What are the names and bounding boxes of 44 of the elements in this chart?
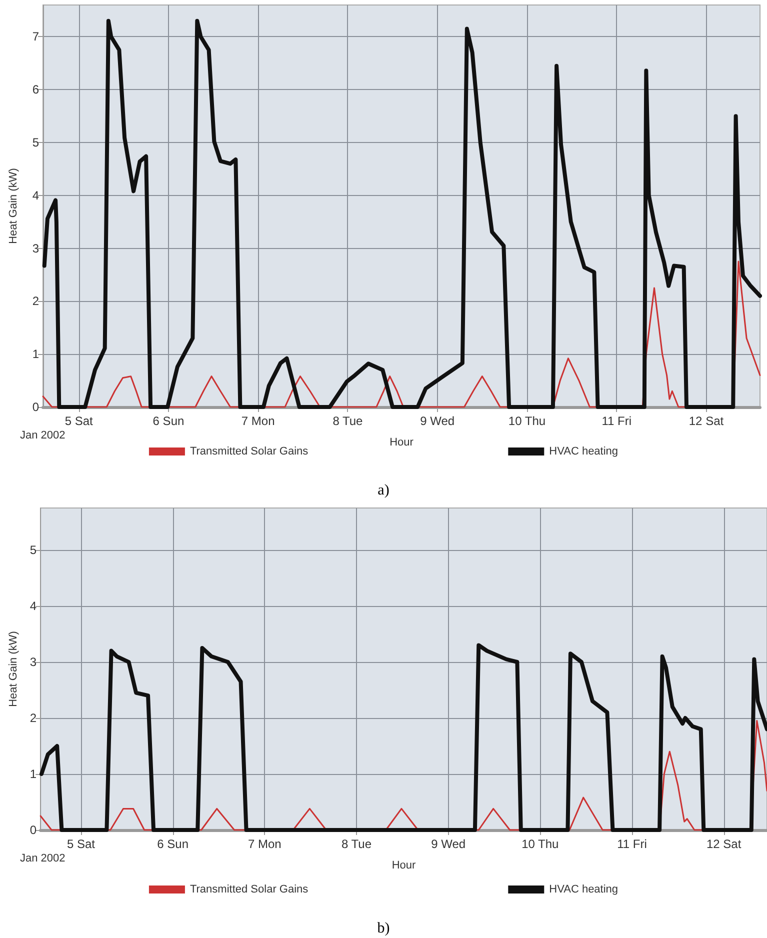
y-tick-label: 6 xyxy=(32,82,40,97)
text: Jan 2002 xyxy=(20,430,66,442)
x-tick-label: 7 Mon xyxy=(248,837,282,851)
y-tick-label: 2 xyxy=(30,711,37,725)
x-axis-title: Hour xyxy=(392,860,416,872)
line-series xyxy=(39,643,767,832)
y-tick-label: 5 xyxy=(32,136,40,150)
x-tick-label: 10 Thu xyxy=(508,414,546,428)
x-tick-label: 5 Sat xyxy=(66,837,96,851)
line-series xyxy=(42,18,762,409)
x-tick-label: 7 Mon xyxy=(241,414,275,428)
y-tick-label: 4 xyxy=(32,188,40,202)
x-tick-label: 6 Sun xyxy=(152,414,184,428)
y-tick-label: 2 xyxy=(32,294,40,308)
x-tick-label: 5 Sat xyxy=(64,414,94,428)
y-tick-label: 7 xyxy=(32,30,40,44)
y-axis-title: Heat Gain (kW) xyxy=(8,631,20,707)
x-tick-label: 6 Sun xyxy=(157,837,188,851)
y-tick-label: 4 xyxy=(30,599,37,613)
legend-label: Transmitted Solar Gains xyxy=(190,446,309,458)
x-tick-label: 9 Wed xyxy=(431,837,466,851)
text: Jan 2002 xyxy=(20,852,66,864)
x-tick-label: 11 Fri xyxy=(602,414,632,428)
y-tick-label: 5 xyxy=(30,543,37,557)
x-tick-label: 9 Wed xyxy=(420,414,455,428)
y-tick-label: 3 xyxy=(32,241,40,256)
y-tick-label: 3 xyxy=(30,655,37,669)
x-axis-title: Hour xyxy=(390,436,414,448)
x-tick-label: 10 Thu xyxy=(522,837,559,851)
y-tick-label: 1 xyxy=(32,347,40,362)
y-tick-label: 0 xyxy=(32,400,40,414)
x-tick-label: 8 Tue xyxy=(332,414,364,428)
y-axis-title: Heat Gain (kW) xyxy=(8,168,20,244)
legend-label: HVAC heating xyxy=(549,884,618,896)
legend-label: Transmitted Solar Gains xyxy=(190,884,309,896)
x-tick-label: 12 Sat xyxy=(706,837,742,851)
y-tick-label: 0 xyxy=(30,823,37,837)
x-tick-label: 8 Tue xyxy=(341,837,372,851)
y-tick-label: 1 xyxy=(30,767,37,781)
text: b) xyxy=(377,920,390,936)
legend-label: HVAC heating xyxy=(549,446,618,458)
text: a) xyxy=(378,482,390,498)
x-tick-label: 12 Sat xyxy=(688,414,724,428)
x-tick-label: 11 Fri xyxy=(617,837,647,851)
